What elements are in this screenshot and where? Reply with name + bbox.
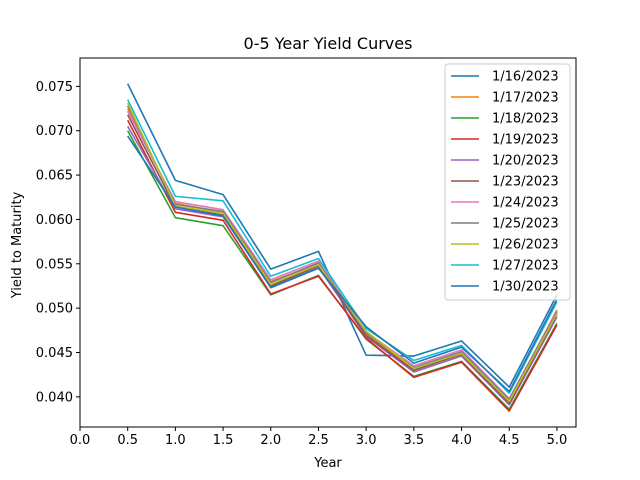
legend-entry: 1/25/2023 — [492, 217, 559, 232]
x-tick-label: 4.0 — [451, 433, 472, 448]
legend-entry: 1/27/2023 — [492, 259, 559, 274]
legend-entry: 1/23/2023 — [492, 175, 559, 190]
y-axis-label: Yield to Maturity — [10, 191, 25, 299]
series-line-4 — [126, 119, 558, 412]
y-tick-label: 0.070 — [36, 124, 73, 139]
x-tick-label: 3.0 — [356, 433, 377, 448]
legend-entry: 1/30/2023 — [492, 280, 559, 295]
chart-title: 0-5 Year Yield Curves — [244, 34, 413, 53]
x-tick-label: 5.0 — [547, 433, 568, 448]
legend-entry: 1/26/2023 — [492, 238, 559, 253]
legend-box — [444, 63, 571, 301]
y-tick-label: 0.075 — [36, 80, 73, 95]
x-tick-label: 1.0 — [165, 433, 186, 448]
series-line-11 — [127, 135, 558, 393]
legend-entry: 1/19/2023 — [492, 133, 559, 148]
legend-entry: 1/18/2023 — [492, 112, 559, 127]
x-tick-label: 2.5 — [308, 433, 329, 448]
axes-frame — [79, 57, 577, 428]
x-tick-label: 0.5 — [117, 433, 138, 448]
legend: 1/16/2023 1/17/2023 1/18/2023 1/19/2023 1/20… — [444, 63, 571, 301]
y-tick-label: 0.055 — [36, 257, 73, 272]
y-axis: 0.040 0.045 0.050 0.055 0.060 0.065 0.070 0.075 — [36, 80, 80, 405]
legend-entry: 1/17/2023 — [492, 91, 559, 106]
y-tick-label: 0.045 — [36, 346, 73, 361]
series-layer — [126, 83, 558, 412]
y-tick-label: 0.050 — [36, 302, 73, 317]
x-tick-label: 4.5 — [499, 433, 520, 448]
x-tick-label: 2.0 — [260, 433, 281, 448]
x-axis: 0.0 0.5 1.0 1.5 2.0 2.5 3.0 3.5 4.0 4.5 5.0 — [70, 427, 568, 448]
x-tick-label: 3.5 — [404, 433, 425, 448]
legend-entry: 1/20/2023 — [492, 154, 559, 169]
x-tick-label: 1.5 — [213, 433, 234, 448]
y-tick-label: 0.060 — [36, 213, 73, 228]
x-tick-label: 0.0 — [70, 433, 91, 448]
y-tick-label: 0.065 — [36, 169, 73, 184]
x-axis-label: Year — [313, 456, 342, 471]
legend-entry: 1/24/2023 — [492, 196, 559, 211]
y-tick-label: 0.040 — [36, 390, 73, 405]
legend-entry: 1/16/2023 — [492, 70, 559, 85]
